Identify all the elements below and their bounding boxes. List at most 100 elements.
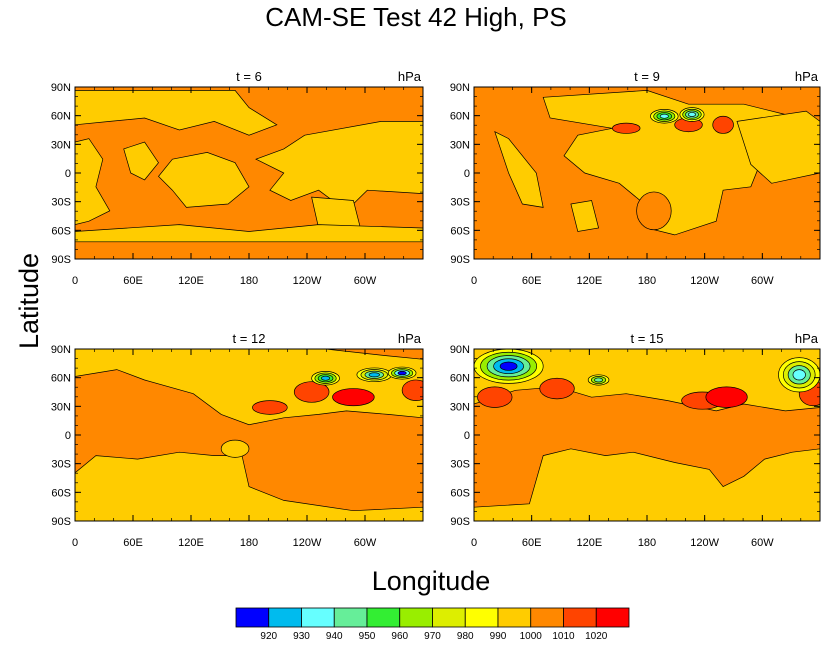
y-tick-label: 0 (464, 430, 470, 442)
colorbar-level-label: 1000 (520, 631, 543, 642)
y-tick-label: 60N (450, 111, 470, 123)
colorbar-swatch (399, 607, 433, 628)
y-tick-label: 0 (65, 168, 71, 180)
colorbar-swatch (333, 607, 368, 628)
colorbar-swatch (464, 607, 499, 628)
map-panel-1 (74, 86, 424, 260)
colorbar-swatch (595, 607, 630, 628)
contour-region (397, 370, 407, 376)
y-tick-label: 30N (450, 401, 470, 413)
y-tick-label: 90S (450, 516, 470, 528)
y-tick-label: 30N (51, 401, 71, 413)
colorbar-level-label: 990 (490, 631, 507, 642)
contour-field (474, 349, 820, 521)
contour-region (659, 113, 669, 119)
contour-region (570, 200, 600, 232)
x-tick-label: 180 (638, 537, 656, 549)
x-tick-label: 0 (72, 275, 78, 287)
x-tick-label: 60E (123, 275, 143, 287)
contour-region (255, 121, 423, 212)
contour-region (401, 379, 423, 401)
contour-region (123, 141, 159, 181)
x-tick-label: 0 (471, 537, 477, 549)
contour-region (612, 122, 641, 134)
panel-time-label: t = 12 (233, 331, 266, 346)
contour-field (75, 349, 423, 521)
x-tick-label: 180 (240, 537, 258, 549)
colorbar-swatch (432, 607, 466, 628)
colorbar-swatch (366, 607, 401, 628)
x-tick-label: 60W (751, 275, 774, 287)
chart-title: CAM-SE Test 42 High, PS (265, 2, 567, 32)
panel-units-label: hPa (398, 331, 422, 346)
contour-region (75, 224, 423, 243)
y-tick-label: 30S (51, 197, 71, 209)
colorbar (235, 607, 630, 628)
contour-region (705, 386, 748, 408)
contour-region (687, 112, 696, 117)
y-tick-label: 30S (450, 197, 470, 209)
panel-units-label: hPa (398, 69, 422, 84)
colorbar-swatch (563, 607, 597, 628)
colorbar-level-label: 960 (391, 631, 408, 642)
x-tick-label: 60W (354, 537, 377, 549)
y-tick-label: 90S (51, 516, 71, 528)
contour-region (712, 115, 734, 134)
contour-field (474, 87, 820, 259)
colorbar-swatch (530, 607, 564, 628)
x-axis-label: Longitude (372, 566, 491, 596)
x-tick-label: 120W (690, 275, 719, 287)
x-tick-label: 120W (690, 537, 719, 549)
y-tick-label: 90S (450, 254, 470, 266)
y-tick-label: 60S (450, 487, 470, 499)
y-tick-label: 60S (51, 225, 71, 237)
contour-region (311, 196, 361, 229)
map-panel-3 (74, 348, 424, 522)
panel-units-label: hPa (795, 331, 819, 346)
contour-region (158, 152, 250, 208)
contour-region (494, 131, 544, 208)
x-tick-label: 120W (293, 537, 322, 549)
y-tick-label: 90N (450, 344, 470, 356)
contour-region (252, 400, 288, 415)
contour-region (792, 369, 806, 381)
colorbar-level-label: 970 (424, 631, 441, 642)
y-tick-label: 90N (450, 82, 470, 94)
panel-time-label: t = 9 (634, 69, 660, 84)
contour-region (220, 439, 250, 458)
contour-region (368, 372, 380, 378)
y-tick-label: 90N (51, 344, 71, 356)
colorbar-level-label: 950 (359, 631, 376, 642)
y-tick-label: 60S (450, 225, 470, 237)
x-tick-label: 60W (751, 537, 774, 549)
panel-time-label: t = 6 (236, 69, 262, 84)
map-panel-2 (473, 86, 821, 260)
x-tick-label: 0 (72, 537, 78, 549)
x-tick-label: 120W (293, 275, 322, 287)
colorbar-level-label: 930 (293, 631, 310, 642)
colorbar-level-label: 980 (457, 631, 474, 642)
contour-region (539, 377, 575, 400)
contour-region (474, 448, 820, 521)
y-tick-label: 30N (450, 139, 470, 151)
x-tick-label: 120E (576, 537, 602, 549)
contour-field (75, 87, 423, 259)
y-tick-label: 60N (51, 111, 71, 123)
colorbar-level-label: 920 (260, 631, 277, 642)
contour-region (75, 349, 423, 426)
colorbar-swatch (268, 607, 302, 628)
contour-region (477, 386, 513, 408)
y-tick-label: 30S (450, 459, 470, 471)
x-tick-label: 60W (354, 275, 377, 287)
contour-region (293, 381, 330, 403)
x-tick-label: 120E (178, 537, 204, 549)
x-tick-label: 120E (178, 275, 204, 287)
contour-region (594, 377, 603, 383)
colorbar-level-label: 1010 (552, 631, 575, 642)
panel-units-label: hPa (795, 69, 819, 84)
panel-time-label: t = 15 (631, 331, 664, 346)
contour-region (75, 138, 111, 225)
y-axis-label: Latitude (14, 253, 44, 349)
contour-region (75, 451, 423, 521)
